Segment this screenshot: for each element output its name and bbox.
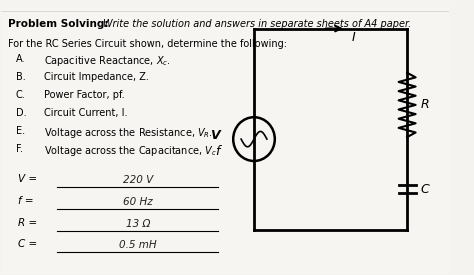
Text: For the RC Series Circuit shown, determine the following:: For the RC Series Circuit shown, determi… [8, 39, 287, 48]
Text: D.: D. [16, 108, 27, 118]
Text: A.: A. [16, 54, 25, 64]
Text: 60 Hz: 60 Hz [123, 197, 153, 207]
Text: R: R [420, 98, 429, 111]
Text: B.: B. [16, 72, 26, 82]
Text: f =: f = [18, 196, 33, 206]
Text: Problem Solving:: Problem Solving: [8, 19, 109, 29]
Text: Circuit Impedance, Z.: Circuit Impedance, Z. [44, 72, 149, 82]
Text: E.: E. [16, 126, 25, 136]
Text: 13 Ω: 13 Ω [126, 219, 150, 229]
FancyBboxPatch shape [0, 1, 449, 274]
Text: Voltage across the Capacitance, $V_c$.: Voltage across the Capacitance, $V_c$. [44, 144, 219, 158]
Text: I: I [352, 31, 356, 43]
Text: V =: V = [18, 174, 37, 184]
Text: C =: C = [18, 240, 37, 249]
Text: Circuit Current, I.: Circuit Current, I. [44, 108, 128, 118]
Text: V: V [210, 129, 220, 142]
Text: f: f [216, 145, 220, 158]
Text: Voltage across the Resistance, $V_R$.: Voltage across the Resistance, $V_R$. [44, 126, 213, 140]
Text: Power Factor, pf.: Power Factor, pf. [44, 90, 125, 100]
Text: R =: R = [18, 218, 37, 228]
Text: 0.5 mH: 0.5 mH [119, 240, 156, 251]
Text: Capacitive Reactance, $X_c$.: Capacitive Reactance, $X_c$. [44, 54, 171, 68]
Text: F.: F. [16, 144, 23, 154]
Text: C: C [420, 183, 429, 196]
Text: C.: C. [16, 90, 26, 100]
Text: Write the solution and answers in separate sheets of A4 paper.: Write the solution and answers in separa… [103, 19, 411, 29]
Text: 220 V: 220 V [123, 175, 153, 185]
